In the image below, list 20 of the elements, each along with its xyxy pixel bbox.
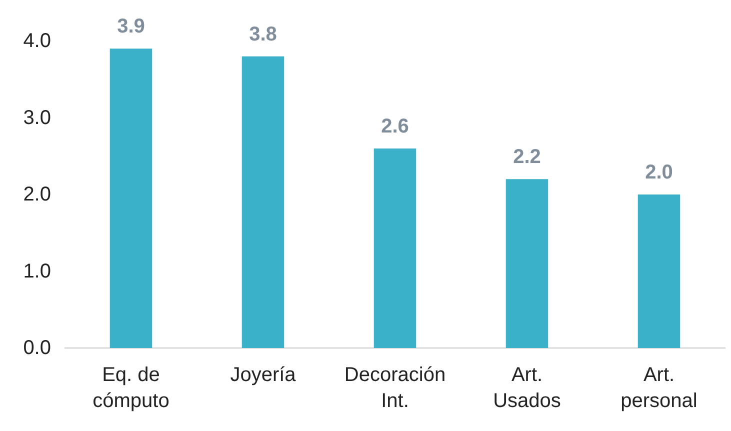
data-label: 3.8 [249, 23, 277, 46]
y-tick-label: 4.0 [23, 30, 51, 52]
data-label: 2.6 [381, 115, 409, 138]
x-tick-label: Eq. de cómputo [92, 364, 170, 412]
y-tick-label: 3.0 [23, 106, 51, 129]
data-label: 2.0 [645, 162, 673, 184]
bar [638, 194, 680, 348]
bar [242, 56, 284, 348]
y-tick-label: 1.0 [23, 260, 51, 282]
bar [374, 148, 416, 348]
data-label: 2.2 [513, 146, 541, 168]
x-tick-label: Art. Usados [493, 364, 561, 412]
data-label: 3.9 [117, 16, 145, 38]
x-tick-label: Joyería [230, 364, 297, 386]
y-tick-label: 2.0 [23, 184, 51, 206]
x-tick-label: Decoración Int. [344, 364, 446, 412]
y-tick-label: 0.0 [23, 337, 51, 359]
bar [110, 48, 152, 348]
bar [506, 179, 548, 348]
x-tick-label: Art. personal [620, 364, 698, 412]
